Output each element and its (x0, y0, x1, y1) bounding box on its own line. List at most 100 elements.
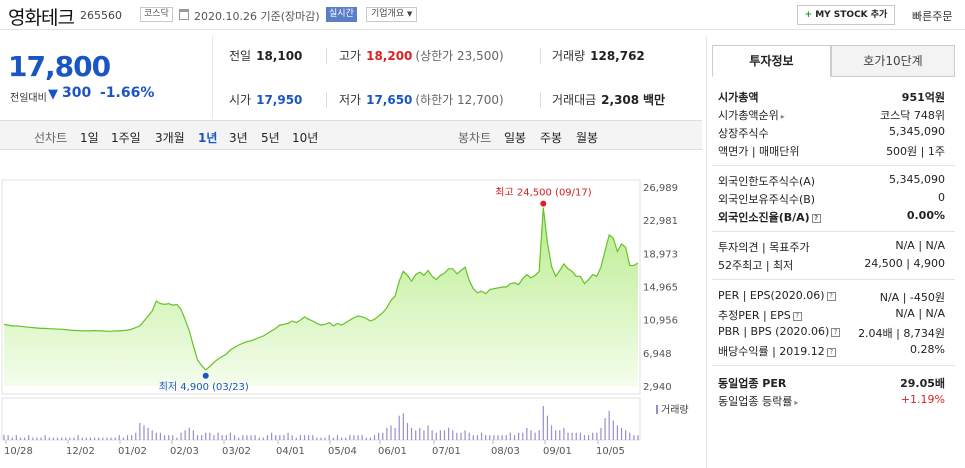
row-label-text: PBR | BPS (2020.06) (718, 325, 830, 338)
row-industry-per: 동일업종 PER 29.05배 (712, 375, 955, 393)
volume-bar (493, 435, 495, 440)
candle-monthly[interactable]: 월봉 (576, 131, 599, 145)
row-label: 외국인한도주식수(A) (718, 175, 816, 188)
help-icon[interactable]: ? (826, 347, 836, 357)
calendar-icon (179, 9, 189, 20)
volume-bar (637, 435, 639, 440)
volume-bar (254, 435, 256, 440)
volume-bar (188, 427, 190, 440)
divider (540, 92, 541, 108)
candle-daily[interactable]: 일봉 (504, 131, 527, 145)
volume-bar (345, 437, 347, 440)
row-label: 외국인소진율(B/A)? (718, 209, 821, 225)
row-value: +1.19% (900, 393, 945, 406)
row-52w-range: 52주최고 | 최저 24,500 | 4,900 (712, 257, 955, 275)
volume-bar (89, 437, 92, 440)
row-label: 액면가 | 매매단위 (718, 145, 800, 158)
volume-bar (633, 435, 635, 440)
min-marker (202, 372, 209, 379)
row-value: N/A | N/A (895, 307, 945, 320)
volume-bar (172, 435, 174, 440)
volume-bar (295, 437, 297, 440)
realtime-badge[interactable]: 실시간 (326, 7, 357, 22)
period-1d[interactable]: 1일 (80, 131, 99, 145)
volume-bar (242, 435, 244, 440)
row-value: 2.04배 | 8,734원 (858, 327, 945, 340)
stock-name: 영화테크 (8, 7, 75, 29)
company-info-dropdown[interactable]: 기업개요 ▼ (366, 7, 418, 22)
price-change: 300 (62, 85, 92, 101)
volume-bar (279, 435, 281, 440)
period-1w[interactable]: 1주일 (111, 131, 141, 145)
volume-bar (386, 427, 388, 440)
volume-bar (147, 427, 149, 440)
base-date: 2020.10.26 기준(장마감) (194, 10, 320, 23)
volume-bar (534, 432, 536, 440)
price-change-percent: -1.66% (100, 85, 155, 101)
stat-label: 거래량 (552, 49, 586, 63)
chevron-down-icon: ▼ (407, 10, 413, 18)
period-1y[interactable]: 1년 (198, 131, 218, 145)
volume-bar (563, 427, 565, 440)
volume-bar (201, 435, 203, 440)
stat-volume: 거래량 128,762 (552, 47, 645, 64)
y-tick-label: 14,965 (643, 283, 678, 294)
volume-bar (229, 432, 232, 440)
row-foreign-limit: 외국인한도주식수(A) 5,345,090 (712, 173, 955, 191)
help-icon[interactable]: ? (831, 327, 841, 337)
caret-right-icon[interactable]: ▸ (794, 398, 799, 407)
caret-right-icon[interactable]: ▸ (780, 112, 785, 121)
upper-limit: (상한가 23,500) (415, 49, 504, 63)
volume-bar (36, 437, 38, 440)
volume-bar (485, 435, 487, 440)
volume-bar (398, 415, 400, 440)
volume-bar (126, 435, 129, 440)
period-5y[interactable]: 5년 (261, 131, 280, 145)
tab-invest-info[interactable]: 투자정보 (712, 45, 831, 77)
x-tick-label: 03/02 (222, 446, 251, 457)
volume-bar (275, 435, 277, 440)
volume-bar (365, 437, 367, 440)
quick-order-link[interactable]: 빠른주문 (912, 10, 953, 23)
volume-bar (61, 437, 63, 440)
volume-bar (472, 435, 474, 440)
volume-bar (596, 432, 598, 440)
volume-bar (439, 430, 441, 440)
volume-bar (518, 432, 520, 440)
period-10y[interactable]: 10년 (292, 131, 319, 145)
row-est-per-eps: 추정PER | EPS? N/A | N/A (712, 307, 955, 325)
volume-bar (390, 425, 392, 440)
price-line (3, 207, 639, 371)
volume-bar (213, 435, 215, 440)
volume-bar (410, 427, 413, 440)
y-tick-label: 18,973 (643, 249, 678, 260)
panel-divider (706, 36, 707, 468)
help-icon[interactable]: ? (792, 311, 802, 321)
divider (712, 279, 955, 280)
volume-bar (604, 418, 606, 440)
row-value: N/A | N/A (895, 239, 945, 252)
period-3m[interactable]: 3개월 (155, 131, 185, 145)
row-label: 배당수익률 | 2019.12? (718, 343, 836, 359)
amount-unit: 백만 (642, 93, 666, 107)
volume-bar (361, 435, 363, 440)
volume-bar (448, 427, 450, 440)
volume-bar (7, 435, 9, 440)
add-my-stock-button[interactable]: + MY STOCK 추가 (797, 5, 895, 25)
help-icon[interactable]: ? (811, 213, 821, 223)
volume-bar (509, 432, 511, 440)
price-chart[interactable]: 26,989 22,981 18,973 14,965 10,956 6,948 2,940… (0, 150, 702, 468)
line-chart-label: 선차트 (34, 131, 68, 145)
x-tick-label: 08/03 (491, 446, 520, 457)
volume-bar (575, 432, 577, 440)
candle-weekly[interactable]: 주봉 (540, 131, 563, 145)
row-value: N/A | -450원 (879, 291, 945, 304)
period-3y[interactable]: 3년 (229, 131, 248, 145)
tab-quote-10[interactable]: 호가10단계 (831, 45, 955, 77)
current-price: 17,800 (8, 50, 111, 83)
volume-bar (340, 437, 343, 440)
stat-amount: 거래대금 2,308 백만 (552, 91, 665, 108)
volume-bar (283, 435, 285, 440)
help-icon[interactable]: ? (826, 291, 836, 301)
volume-bar (3, 435, 5, 440)
